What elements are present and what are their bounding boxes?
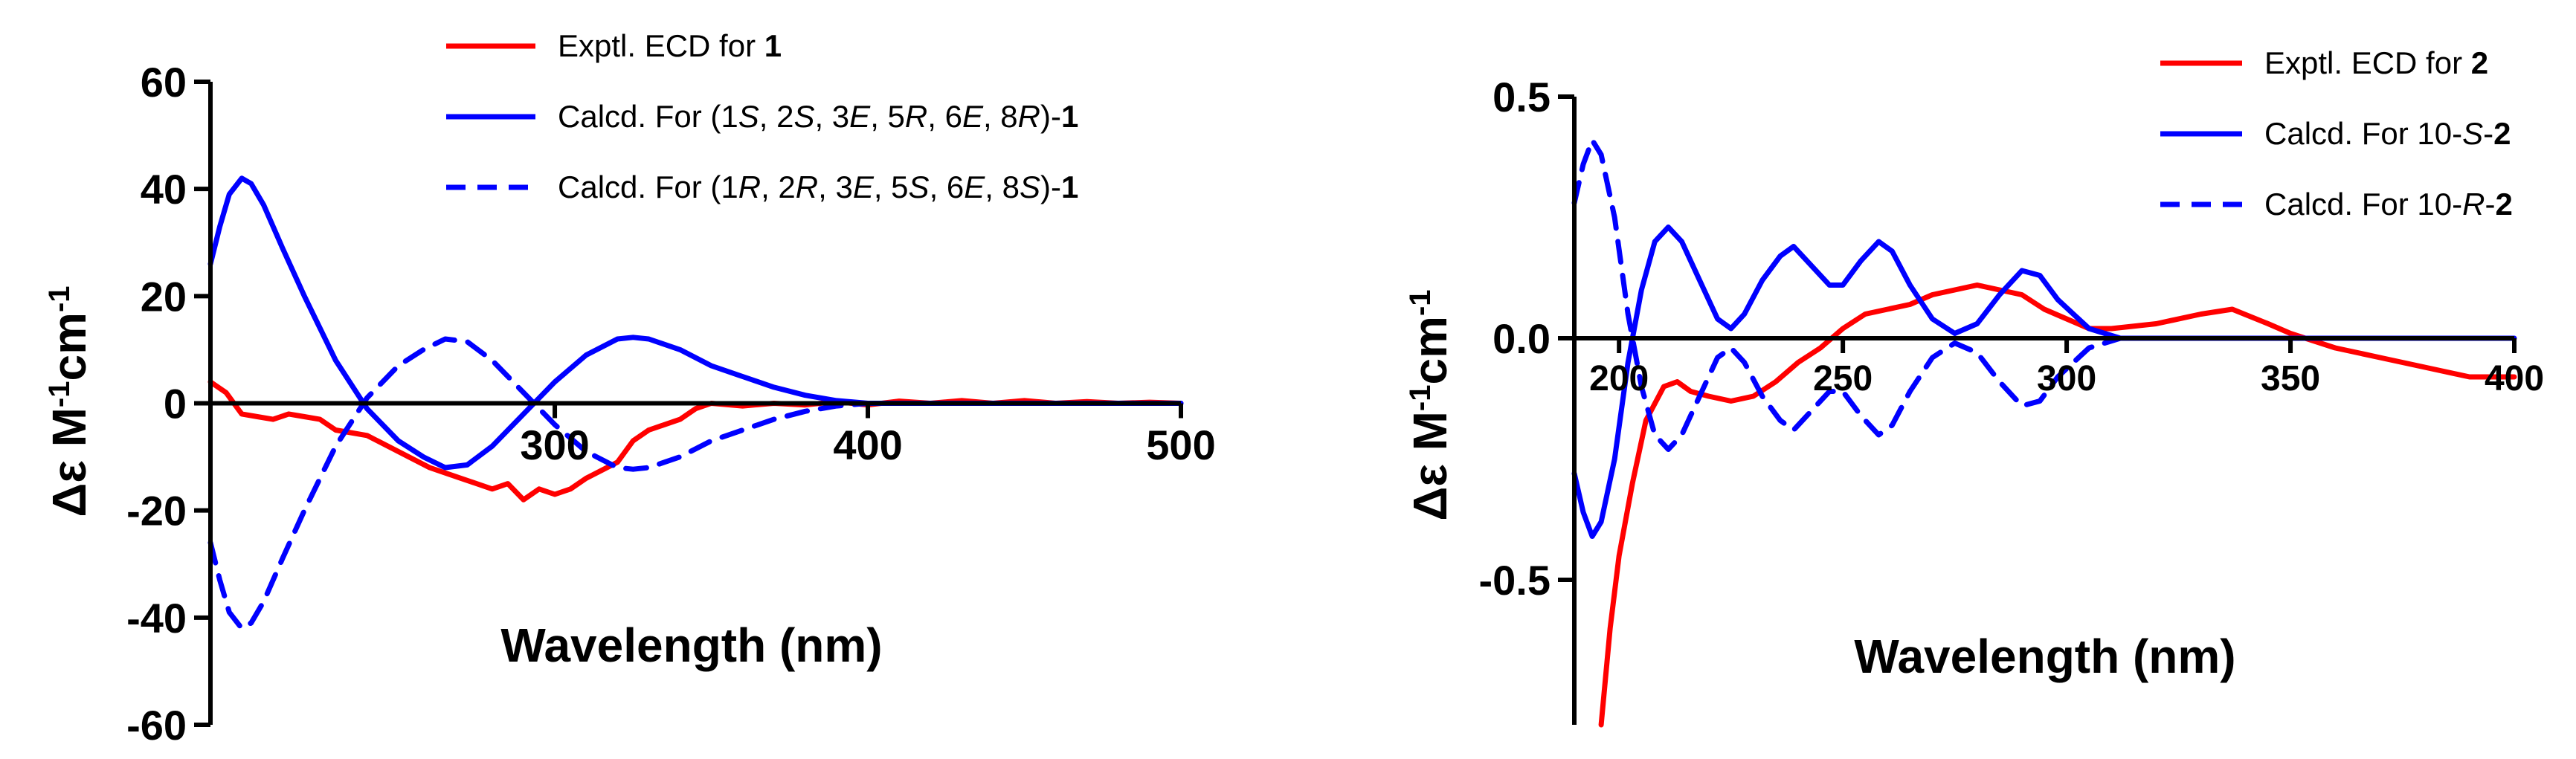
legend-label-3: Calcd. For (1R, 2R, 3E, 5S, 6E, 8S)-1 <box>558 169 1078 204</box>
series-line-3 <box>207 336 1184 631</box>
y-tick-label: 20 <box>141 273 187 320</box>
y-tick-label: -0.5 <box>1479 557 1551 604</box>
legend-label-2: Calcd. For (1S, 2S, 3E, 5R, 6E, 8R)-1 <box>558 99 1078 134</box>
y-tick-label: -60 <box>126 702 187 749</box>
y-tick-label: 0.0 <box>1493 315 1551 362</box>
x-axis-title: Wavelength (nm) <box>500 618 882 672</box>
legend-label-2: Calcd. For 10-S-2 <box>2264 116 2511 151</box>
x-tick-label: 300 <box>2037 359 2096 398</box>
y-tick-label: 60 <box>141 59 187 106</box>
y-tick-label: 0.5 <box>1493 74 1551 120</box>
chart-compound-1: -60 -40 -20 0 20 40 60 300 400 500 Wavelength (nm)… <box>42 28 1216 749</box>
legend-label-1: Exptl. ECD for 2 <box>2264 45 2488 80</box>
series-line-1 <box>207 379 1184 503</box>
y-tick-label: 0 <box>164 381 187 427</box>
legend-label-3: Calcd. For 10-R-2 <box>2264 187 2513 222</box>
x-axis-title: Wavelength (nm) <box>1854 630 2235 683</box>
series-line-1 <box>1598 282 2517 728</box>
x-tick-label: 350 <box>2261 359 2320 398</box>
series-line-2 <box>1571 225 2517 539</box>
chart-compound-2: -0.5 0.0 0.5 200 250 300 350 400 Wavelength (nm)… <box>1403 45 2544 728</box>
x-tick-label: 400 <box>833 422 902 468</box>
y-axis-title: Δε M-1cm-1 <box>1403 289 1457 520</box>
y-tick-label: -20 <box>126 488 187 534</box>
series-line-2 <box>207 175 1184 471</box>
x-tick-label: 500 <box>1146 422 1215 468</box>
x-tick-label: 400 <box>2485 359 2544 398</box>
legend-label-1: Exptl. ECD for 1 <box>558 28 782 63</box>
series-line-3 <box>1571 138 2517 452</box>
y-axis-title: Δε M-1cm-1 <box>42 285 96 517</box>
y-tick-label: 40 <box>141 166 187 213</box>
x-tick-label: 250 <box>1813 359 1873 398</box>
y-tick-label: -40 <box>126 595 187 642</box>
x-tick-label: 200 <box>1589 359 1649 398</box>
x-tick-label: 300 <box>520 422 589 468</box>
